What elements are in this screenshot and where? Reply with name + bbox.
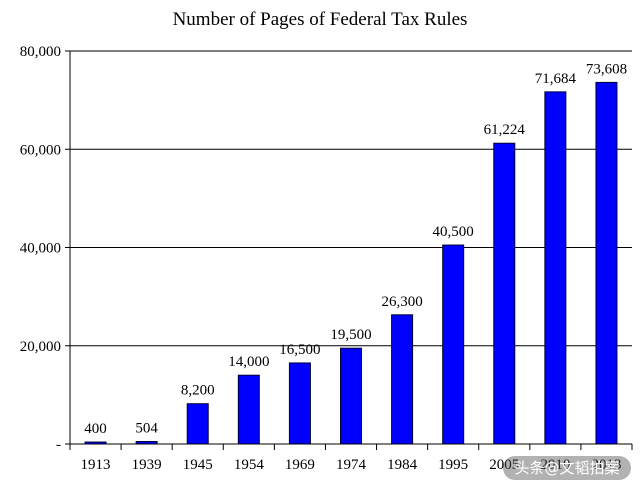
data-label: 8,200 bbox=[181, 383, 215, 399]
data-label: 19,500 bbox=[330, 327, 371, 343]
x-tick-label: 2010 bbox=[540, 457, 570, 473]
x-tick-label: 1954 bbox=[234, 457, 265, 473]
bar-2013 bbox=[595, 81, 618, 445]
watermark-text: 头条@文韬拍案 bbox=[514, 459, 619, 477]
bar-2010 bbox=[544, 91, 567, 445]
chart-title: Number of Pages of Federal Tax Rules bbox=[173, 9, 468, 30]
y-tick-label: - bbox=[56, 437, 61, 453]
watermark-badge bbox=[503, 456, 631, 480]
data-label: 504 bbox=[135, 421, 158, 437]
x-axis-tick-labels: 1913 1939 1945 1954 1969 1974 1984 1995 2005 2010… bbox=[81, 457, 622, 473]
watermark: 头条@文韬拍案 bbox=[503, 456, 631, 480]
x-tick-label: 1969 bbox=[285, 457, 315, 473]
x-tick-label: 1913 bbox=[81, 457, 111, 473]
axes bbox=[65, 50, 633, 450]
bar-1969 bbox=[288, 362, 311, 445]
bar-1995 bbox=[442, 244, 465, 445]
y-tick-label: 60,000 bbox=[20, 142, 61, 158]
data-label: 26,300 bbox=[381, 294, 422, 310]
bar-1974 bbox=[340, 347, 362, 445]
x-tick-label: 1984 bbox=[387, 457, 418, 473]
bar-1954 bbox=[237, 374, 260, 445]
y-tick-label: 40,000 bbox=[20, 241, 61, 257]
bar-1984 bbox=[391, 314, 414, 445]
x-tick-label: 1974 bbox=[336, 457, 367, 473]
data-label: 16,500 bbox=[279, 342, 320, 358]
data-label: 71,684 bbox=[535, 71, 577, 87]
bar-2005 bbox=[493, 142, 516, 445]
bar-1945 bbox=[186, 403, 209, 445]
gridlines bbox=[70, 50, 632, 347]
y-axis-tick-labels: - 20,000 40,000 60,000 80,000 bbox=[20, 44, 61, 453]
data-labels: 400 504 8,200 14,000 16,500 19,500 26,300 40,50… bbox=[84, 61, 627, 437]
x-tick-label: 2005 bbox=[489, 457, 519, 473]
x-tick-label: 1995 bbox=[438, 457, 468, 473]
x-tick-label: 1939 bbox=[132, 457, 162, 473]
x-tick-label: 2013 bbox=[591, 457, 621, 473]
x-tick-label: 1945 bbox=[183, 457, 213, 473]
data-label: 73,608 bbox=[586, 61, 627, 77]
data-label: 40,500 bbox=[433, 224, 474, 240]
y-tick-label: 80,000 bbox=[20, 44, 61, 60]
y-tick-label: 20,000 bbox=[20, 339, 61, 355]
data-label: 400 bbox=[84, 421, 107, 437]
data-label: 61,224 bbox=[484, 122, 526, 138]
data-label: 14,000 bbox=[228, 354, 269, 370]
bars bbox=[84, 81, 618, 445]
